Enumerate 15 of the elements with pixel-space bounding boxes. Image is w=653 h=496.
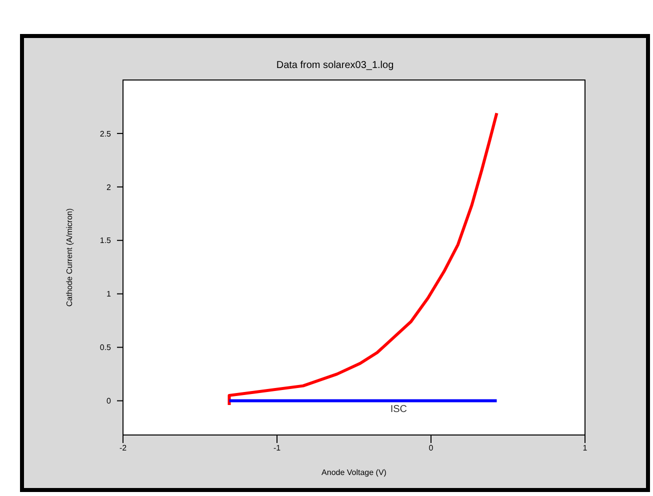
y-axis-title: Cathode Current (A/micron) <box>64 208 74 307</box>
x-tick-label: -1 <box>273 444 282 453</box>
x-tick-label: 0 <box>428 444 434 453</box>
line-series <box>228 112 498 407</box>
y-tick-label: 2.5 <box>100 129 112 138</box>
y-tick-label: 0 <box>106 396 112 406</box>
y-tick-label: 1 <box>106 290 112 299</box>
chart-title: Data from solarex03_1.log <box>275 60 395 71</box>
y-tick-label: 1.5 <box>100 236 112 246</box>
y-tick-label: 0.5 <box>100 343 112 352</box>
x-tick-label: -2 <box>119 444 128 453</box>
x-tick-label: 1 <box>582 444 588 453</box>
annotation: ISC <box>390 404 407 415</box>
y-tick-label: 2 <box>106 182 112 192</box>
x-axis-title: Anode Voltage (V) <box>322 468 387 477</box>
